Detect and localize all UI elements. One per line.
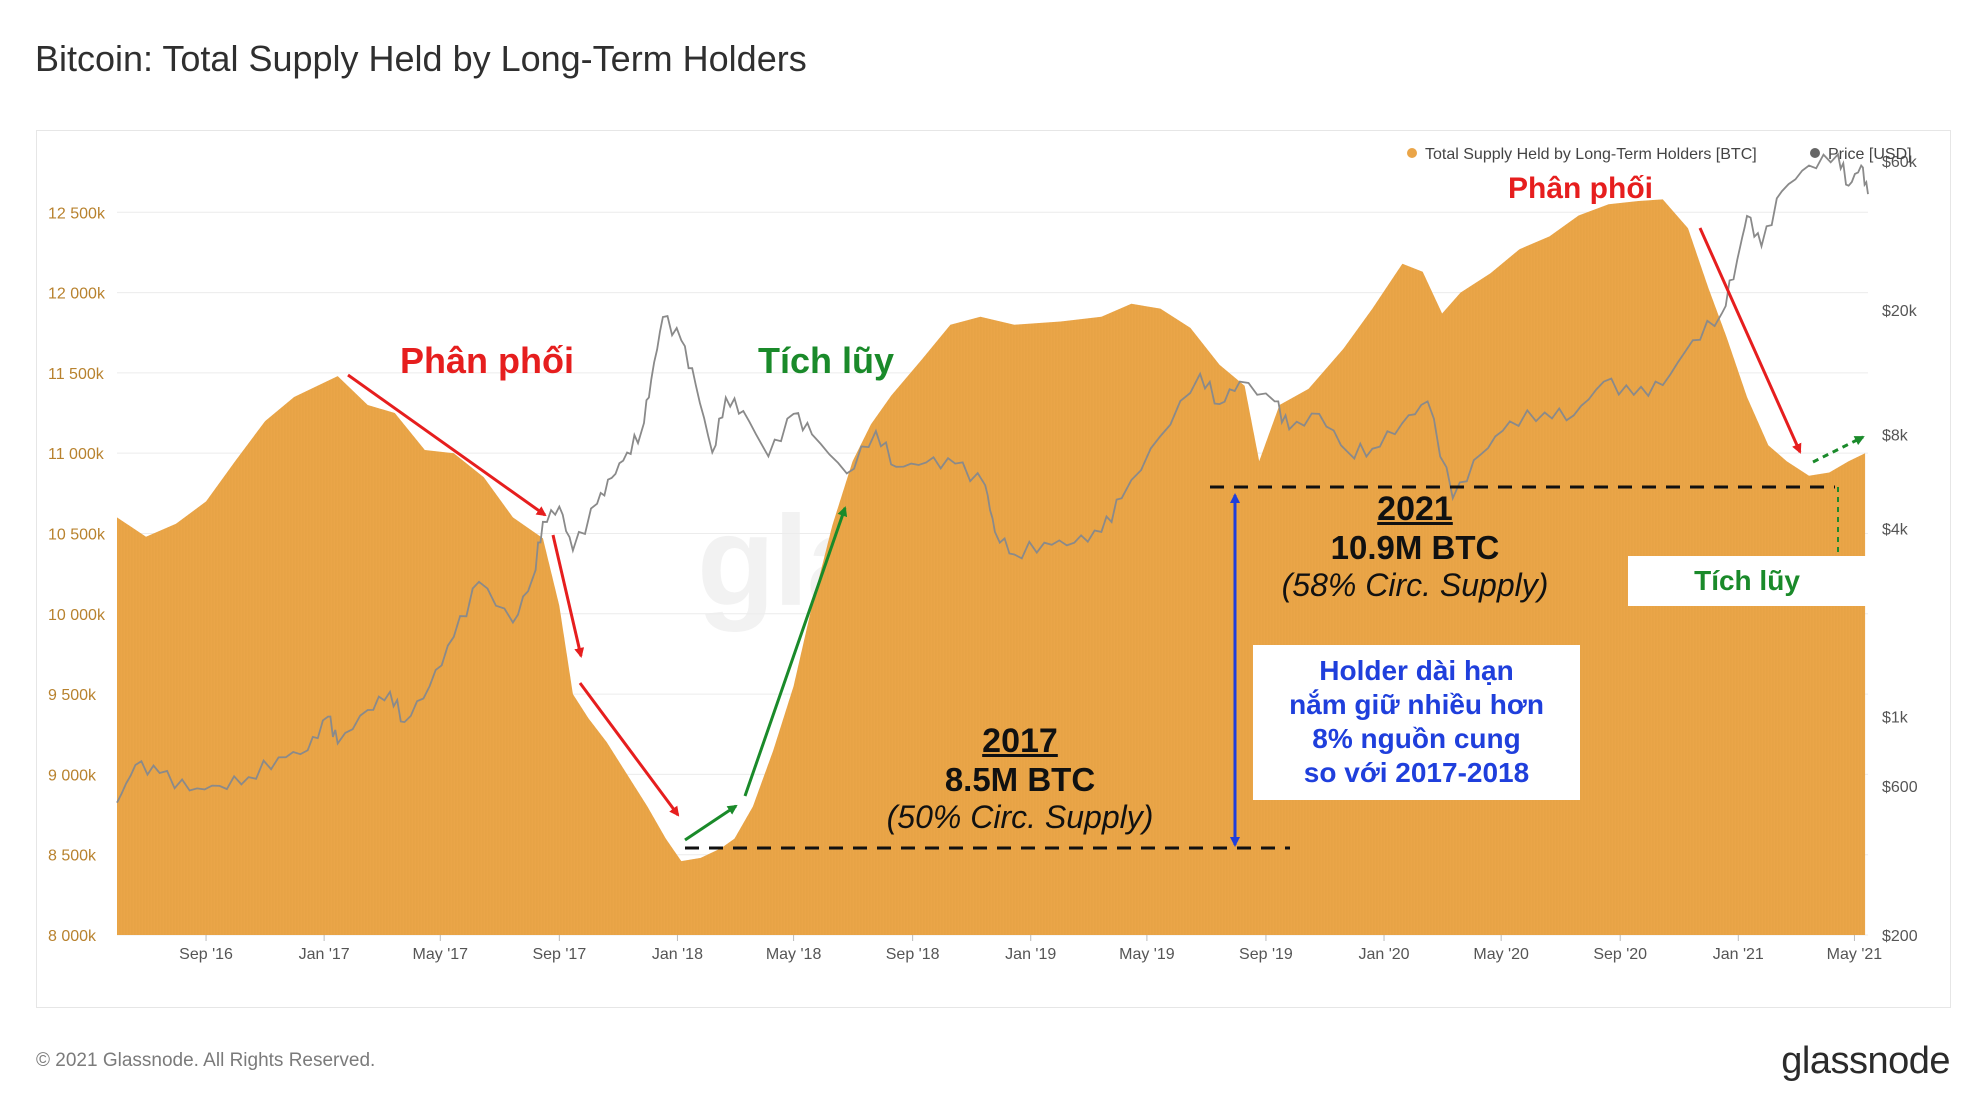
annotation-2017-pct: (50% Circ. Supply) bbox=[886, 799, 1154, 835]
y-left-tick-label: 12 500k bbox=[48, 205, 106, 222]
legend-label: Price [USD] bbox=[1828, 146, 1912, 163]
green-arrow bbox=[1812, 435, 1865, 464]
x-tick-label: Sep '16 bbox=[179, 946, 233, 963]
y-right-tick-label: $1k bbox=[1882, 710, 1909, 727]
x-tick-label: May '21 bbox=[1827, 946, 1883, 963]
legend: Total Supply Held by Long-Term Holders [… bbox=[1407, 146, 1912, 163]
y-left-tick-label: 9 500k bbox=[48, 687, 97, 704]
y-left-tick-label: 11 000k bbox=[48, 446, 105, 463]
y-left-tick-label: 8 500k bbox=[48, 848, 97, 865]
chart-title: Bitcoin: Total Supply Held by Long-Term … bbox=[35, 38, 807, 79]
annotation-2021-amount: 10.9M BTC bbox=[1330, 529, 1500, 566]
x-tick-label: Sep '18 bbox=[886, 946, 940, 963]
holder-line-3: 8% nguồn cung bbox=[1312, 723, 1521, 754]
holder-line-4: so với 2017-2018 bbox=[1303, 757, 1530, 788]
annotation-2021: 2021 10.9M BTC (58% Circ. Supply) bbox=[1245, 490, 1585, 604]
x-tick-label: Jan '19 bbox=[1005, 946, 1056, 963]
green-arrow bbox=[743, 506, 848, 797]
annotation-2017-year: 2017 bbox=[982, 722, 1058, 760]
y-left-tick-label: 11 500k bbox=[48, 366, 105, 383]
annotation-2021-pct: (58% Circ. Supply) bbox=[1281, 567, 1549, 603]
holder-line-2: nắm giữ nhiều hơn bbox=[1289, 689, 1544, 720]
legend-label: Total Supply Held by Long-Term Holders [… bbox=[1425, 146, 1757, 163]
y-left-tick-label: 12 000k bbox=[48, 286, 106, 303]
x-tick-label: Sep '17 bbox=[532, 946, 586, 963]
y-left-axis: 8 000k 8 500k 9 000k 9 500k 10 000k 10 500k 11… bbox=[48, 205, 106, 945]
y-left-tick-label: 8 000k bbox=[48, 928, 97, 945]
y-right-tick-label: $600 bbox=[1882, 779, 1918, 796]
y-right-tick-label: $8k bbox=[1882, 427, 1909, 444]
holder-line-1: Holder dài hạn bbox=[1319, 655, 1514, 686]
y-left-tick-label: 9 000k bbox=[48, 767, 97, 784]
copyright-text: © 2021 Glassnode. All Rights Reserved. bbox=[36, 1050, 376, 1071]
y-right-tick-label: $4k bbox=[1882, 521, 1909, 538]
x-tick-label: Jan '20 bbox=[1358, 946, 1409, 963]
red-arrow bbox=[347, 373, 547, 517]
annotation-accumulation-2: Tích lũy bbox=[1628, 556, 1866, 606]
annotation-2017: 2017 8.5M BTC (50% Circ. Supply) bbox=[860, 722, 1180, 836]
legend-marker bbox=[1407, 148, 1417, 158]
legend-marker bbox=[1810, 148, 1820, 158]
green-arrow bbox=[684, 804, 738, 842]
annotation-overlay bbox=[347, 227, 1865, 850]
annotation-2017-amount: 8.5M BTC bbox=[944, 761, 1096, 798]
y-right-tick-label: $20k bbox=[1882, 303, 1918, 320]
annotation-2021-year: 2021 bbox=[1377, 490, 1453, 528]
annotation-distribution-1: Phân phối bbox=[400, 340, 574, 381]
x-tick-label: May '17 bbox=[413, 946, 469, 963]
x-tick-label: Sep '20 bbox=[1593, 946, 1647, 963]
glassnode-logo: glassnode bbox=[1781, 1040, 1950, 1082]
x-tick-label: May '20 bbox=[1473, 946, 1529, 963]
y-right-axis: $200 $600 $1k $4k $8k $20k $60k bbox=[1882, 154, 1918, 945]
red-arrow bbox=[1698, 227, 1802, 454]
annotation-distribution-2: Phân phối bbox=[1508, 172, 1653, 205]
red-arrow bbox=[578, 682, 680, 817]
y-right-tick-label: $200 bbox=[1882, 928, 1918, 945]
x-tick-label: Sep '19 bbox=[1239, 946, 1293, 963]
x-tick-label: Jan '18 bbox=[652, 946, 703, 963]
x-tick-label: Jan '17 bbox=[299, 946, 350, 963]
y-left-tick-label: 10 000k bbox=[48, 607, 106, 624]
x-tick-label: May '18 bbox=[766, 946, 822, 963]
holder-comparison-box: Holder dài hạn nắm giữ nhiều hơn 8% nguồ… bbox=[1253, 645, 1580, 800]
y-right-tick-label: $60k bbox=[1882, 154, 1918, 171]
red-arrow bbox=[551, 534, 585, 658]
x-tick-label: Jan '21 bbox=[1713, 946, 1764, 963]
price-line bbox=[116, 152, 1869, 804]
chart-panel bbox=[36, 130, 1951, 1008]
x-tick-label: May '19 bbox=[1119, 946, 1175, 963]
x-axis: Sep '16 Jan '17 May '17 Sep '17 Jan '18 May '… bbox=[179, 935, 1882, 963]
y-left-tick-label: 10 500k bbox=[48, 526, 106, 543]
annotation-accumulation-1: Tích lũy bbox=[758, 340, 895, 381]
